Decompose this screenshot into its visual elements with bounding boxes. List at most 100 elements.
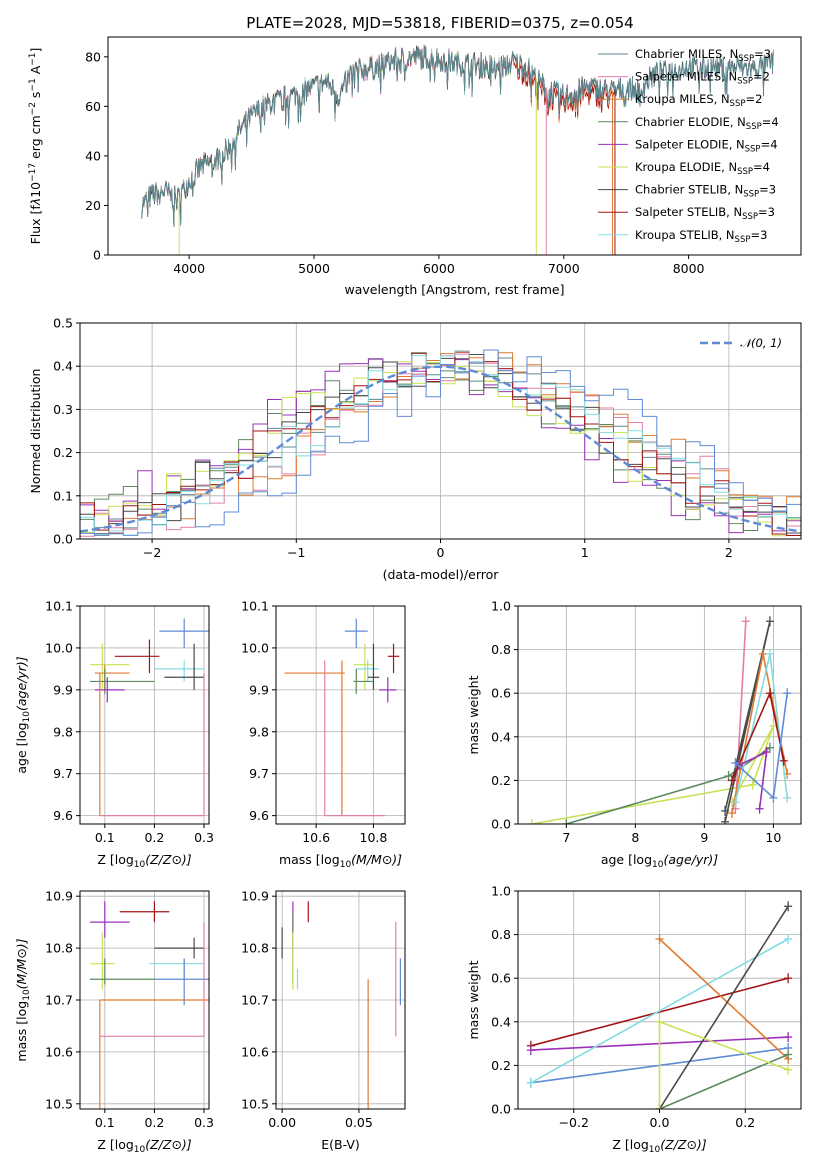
y-tick-label: 0.1 <box>53 488 73 503</box>
y-tick-label: 1.0 <box>491 884 511 899</box>
x-tick-label: 10 <box>765 830 781 845</box>
x-tick-label: 1 <box>581 545 589 560</box>
legend-entry: Salpeter ELODIE, NSSP=4 <box>635 137 778 154</box>
legend-entry: Kroupa ELODIE, NSSP=4 <box>635 160 770 177</box>
y-axis-label: mass weight <box>466 675 481 754</box>
legend-entry: Kroupa STELIB, NSSP=3 <box>635 228 767 245</box>
legend-entry: Chabrier STELIB, NSSP=3 <box>635 183 776 200</box>
x-tick-label: 0 <box>437 545 445 560</box>
y-tick-label: 9.9 <box>249 682 269 697</box>
axes-weight_vs_age: 7 8 9 10 0.0 0.2 0.4 0.6 0.8 1.0 age [log10(age/yr… <box>466 599 802 870</box>
y-tick-label: 9.8 <box>53 724 73 739</box>
y-tick-label: 9.7 <box>53 766 73 781</box>
y-tick-label: 9.6 <box>53 808 73 823</box>
axis-label: Z [log10(Z/Z⊙)] <box>97 852 191 870</box>
x-axis-label: (data-model)/error <box>383 567 500 582</box>
x-tick-label: −0.2 <box>559 1115 589 1130</box>
axes-spectrum: 4000 5000 6000 7000 8000 0 20 40 60 80 Chabrier MI… <box>28 36 802 297</box>
x-tick-label: 7000 <box>548 261 580 276</box>
axes-residuals: −2 −1 0 1 2 0.0 0.1 0.2 0.3 0.4 0.5 𝒩(0, 1) (data-mo… <box>28 316 802 582</box>
weight-line <box>531 725 775 824</box>
y-axis-label: mass weight <box>466 960 481 1039</box>
errorbars <box>89 901 209 1109</box>
y-tick-label: 0.0 <box>491 1102 511 1117</box>
y-tick-label: 1.0 <box>491 599 511 614</box>
spectrum-legend: Chabrier MILES, NSSP=3 Salpeter MILES, NS… <box>598 47 779 245</box>
y-tick-label: 0.2 <box>53 445 73 460</box>
legend-entry: Salpeter MILES, NSSP=2 <box>635 70 770 87</box>
y-tick-label: 10.7 <box>241 993 269 1008</box>
y-tick-label: 10.6 <box>241 1044 269 1059</box>
y-tick-label: 9.6 <box>249 808 269 823</box>
y-tick-label: 0.2 <box>491 1058 511 1073</box>
axis-label: Z [log10(Z/Z⊙)] <box>612 1137 706 1155</box>
y-tick-label: 9.8 <box>249 724 269 739</box>
axis-label: mass [log10(M/M⊙)] <box>279 852 402 870</box>
y-axis-label: Normed distribution <box>28 369 43 494</box>
axes-frame <box>107 36 802 256</box>
weight-line <box>658 905 789 1109</box>
y-tick-label: 10.9 <box>45 889 73 904</box>
spectrum-series-line <box>141 44 615 226</box>
y-tick-label: 10.5 <box>45 1096 73 1111</box>
y-tick-label: 10.0 <box>45 640 73 655</box>
y-tick-label: 9.9 <box>53 682 73 697</box>
errorbars <box>89 618 209 817</box>
axes-frame <box>517 890 802 1110</box>
x-tick-label: 0.1 <box>95 830 115 845</box>
y-tick-label: 10.5 <box>241 1096 269 1111</box>
y-tick-label: 0.8 <box>491 642 511 657</box>
y-tick-label: 10.7 <box>45 993 73 1008</box>
y-tick-label: 10.1 <box>241 599 269 614</box>
axes-frame <box>79 890 210 1110</box>
axes-frame <box>517 605 802 825</box>
x-tick-label: 4000 <box>173 261 205 276</box>
axes-mass_vs_ebv: 0.00 0.05 10.5 10.6 10.7 10.8 10.9 E(B-V) <box>241 889 406 1152</box>
y-tick-label: 0.2 <box>491 773 511 788</box>
histogram-series <box>80 349 801 539</box>
axis-label: Z [log10(Z/Z⊙)] <box>97 1137 191 1155</box>
axis-label: age [log10(age/yr)] <box>601 852 718 870</box>
axes-weight_vs_Z: −0.2 0.0 0.2 0.0 0.2 0.4 0.6 0.8 1.0 Z [log10(Z/Z… <box>466 884 802 1155</box>
y-tick-label: 10.8 <box>45 941 73 956</box>
errorbars <box>281 901 401 1109</box>
weight-series <box>527 616 792 824</box>
histograms <box>80 349 801 539</box>
x-tick-label: −1 <box>287 545 305 560</box>
y-tick-label: 0.3 <box>53 402 73 417</box>
legend-entry: 𝒩(0, 1) <box>740 336 782 350</box>
axis-label: age [log10(age/yr)] <box>14 656 32 773</box>
spectrum-series-line <box>141 46 615 224</box>
y-tick-label: 10.8 <box>241 941 269 956</box>
y-tick-label: 0.8 <box>491 927 511 942</box>
errorbars <box>284 618 400 817</box>
y-tick-label: 10.1 <box>45 599 73 614</box>
x-axis-label: wavelength [Angstrom, rest frame] <box>344 282 564 297</box>
x-tick-label: 2 <box>725 545 733 560</box>
x-tick-label: 10.6 <box>302 830 330 845</box>
x-tick-label: 0.2 <box>144 830 164 845</box>
weight-line <box>530 938 789 1084</box>
y-tick-label: 10.6 <box>45 1044 73 1059</box>
x-tick-label: 0.05 <box>345 1115 373 1130</box>
y-tick-label: 0.4 <box>491 1014 511 1029</box>
legend-entry: Chabrier ELODIE, NSSP=4 <box>635 115 779 132</box>
y-tick-label: 9.7 <box>249 766 269 781</box>
y-tick-label: 10.0 <box>241 640 269 655</box>
axes-age_vs_mass: 10.6 10.8 9.6 9.7 9.8 9.9 10.0 10.1 mass [log10(… <box>241 599 406 870</box>
y-tick-label: 0.0 <box>491 817 511 832</box>
y-tick-label: 80 <box>85 49 101 64</box>
x-tick-label: 9 <box>700 830 708 845</box>
y-tick-label: 60 <box>85 99 101 114</box>
y-tick-label: 10.9 <box>241 889 269 904</box>
legend-entry: Chabrier MILES, NSSP=3 <box>635 47 771 64</box>
x-tick-label: 6000 <box>423 261 455 276</box>
y-tick-label: 0.6 <box>491 686 511 701</box>
axes-frame <box>275 605 406 825</box>
x-tick-label: 0.00 <box>268 1115 296 1130</box>
weight-line <box>658 938 789 1060</box>
y-tick-label: 0.4 <box>491 729 511 744</box>
axes-mass_vs_Z: 0.1 0.2 0.3 10.5 10.6 10.7 10.8 10.9 Z [log10(Z/… <box>14 889 214 1155</box>
weight-line <box>530 977 789 1047</box>
x-tick-label: 10.8 <box>360 830 388 845</box>
